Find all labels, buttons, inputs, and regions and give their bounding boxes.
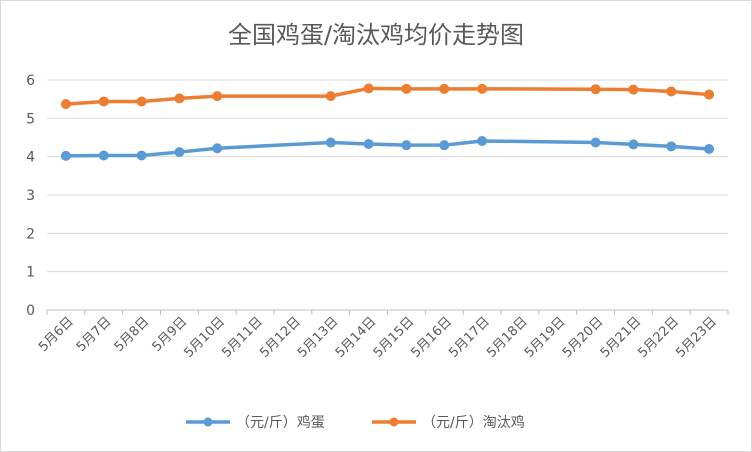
data-point [325, 137, 336, 148]
data-point [363, 139, 374, 150]
data-point [60, 99, 71, 110]
legend: （元/斤）鸡蛋 （元/斤）淘汰鸡 [186, 414, 525, 431]
legend-item: （元/斤）淘汰鸡 [372, 414, 525, 431]
data-point [212, 91, 223, 102]
series-1 [60, 135, 715, 161]
data-point [401, 140, 412, 151]
data-point [136, 150, 147, 161]
data-point [477, 83, 488, 94]
y-tick-label: 1 [26, 265, 35, 281]
y-tick-label: 2 [26, 226, 35, 242]
data-point [212, 143, 223, 154]
series-line [64, 139, 711, 158]
data-point [401, 83, 412, 94]
y-tick-label: 4 [26, 150, 35, 166]
data-point [98, 96, 109, 107]
y-tick-label: 3 [26, 188, 35, 204]
data-point [477, 135, 488, 146]
legend-label: （元/斤）鸡蛋 [236, 414, 325, 431]
data-point [628, 84, 639, 95]
y-tick-label: 5 [26, 111, 35, 127]
data-point [666, 141, 677, 152]
data-point [439, 140, 450, 151]
data-point [60, 150, 71, 161]
data-point [590, 84, 601, 95]
data-point [590, 137, 601, 148]
data-point [174, 93, 185, 104]
chart-title: 全国鸡蛋/淘汰鸡均价走势图 [228, 21, 524, 49]
gridlines [47, 79, 728, 311]
data-point [174, 147, 185, 158]
data-point [136, 96, 147, 107]
legend-item: （元/斤）鸡蛋 [186, 414, 325, 431]
data-point [325, 91, 336, 102]
y-tick-label: 6 [26, 73, 35, 89]
series-2 [60, 83, 715, 110]
y-tick-label: 0 [26, 303, 35, 319]
data-point [98, 150, 109, 161]
legend-swatch-marker [203, 417, 213, 427]
data-point [363, 83, 374, 94]
data-point [704, 144, 715, 154]
series-line [64, 86, 711, 106]
legend-label: （元/斤）淘汰鸡 [422, 414, 525, 431]
data-point [628, 139, 639, 150]
legend-swatch-marker [389, 417, 399, 427]
data-point [439, 83, 450, 94]
series-layer [60, 83, 715, 161]
y-axis-ticks: 0 1 2 3 4 5 6 [26, 73, 35, 319]
data-point [666, 86, 677, 97]
data-point [704, 89, 715, 100]
